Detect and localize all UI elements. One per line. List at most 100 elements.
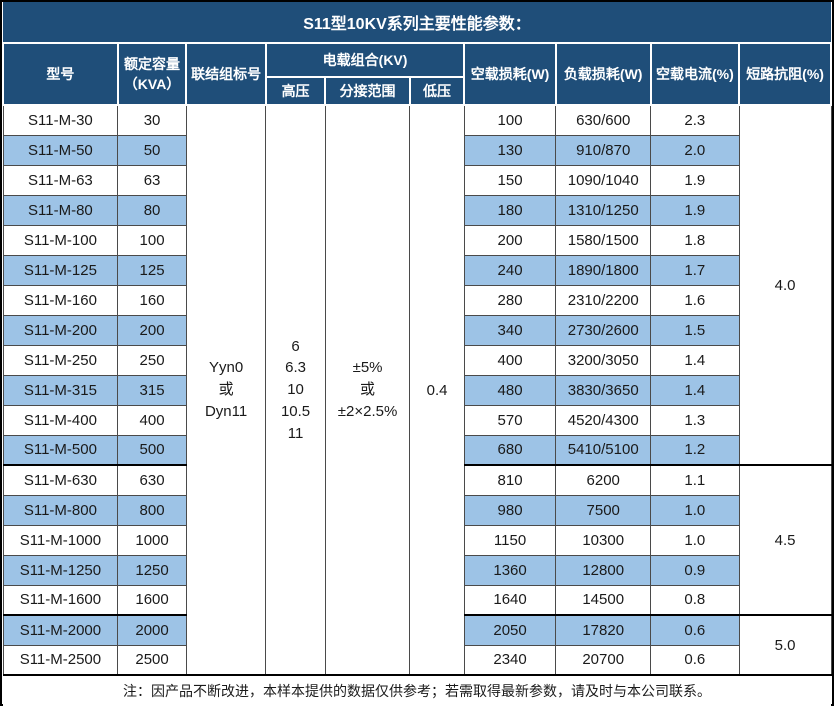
noload-loss-cell: 2050 — [463, 614, 557, 646]
table-row: S11-M-250 250 400 3200/3050 1.4 — [2, 344, 831, 376]
load-loss-cell: 3200/3050 — [555, 344, 652, 376]
capacity-cell: 1250 — [117, 554, 187, 586]
load-loss-cell: 5410/5100 — [555, 434, 652, 466]
noload-current-cell: 0.9 — [650, 554, 740, 586]
load-loss-cell: 20700 — [555, 644, 652, 676]
noload-current-cell: 1.4 — [650, 374, 740, 406]
noload-current-cell: 1.8 — [650, 224, 740, 256]
capacity-cell: 2000 — [117, 614, 187, 646]
col-header-hv: 高压 — [264, 76, 327, 106]
noload-current-cell: 1.9 — [650, 164, 740, 196]
model-cell: S11-M-63 — [2, 164, 119, 196]
load-loss-cell: 14500 — [555, 584, 652, 616]
model-cell: S11-M-200 — [2, 314, 119, 346]
load-loss-cell: 630/600 — [555, 104, 652, 136]
noload-loss-cell: 680 — [463, 434, 557, 466]
table-row: S11-M-80 80 180 1310/1250 1.9 — [2, 194, 831, 226]
model-cell: S11-M-630 — [2, 464, 119, 496]
noload-current-cell: 1.0 — [650, 494, 740, 526]
model-cell: S11-M-2000 — [2, 614, 119, 646]
model-cell: S11-M-400 — [2, 404, 119, 436]
capacity-cell: 125 — [117, 254, 187, 286]
capacity-cell: 500 — [117, 434, 187, 466]
noload-current-cell: 1.1 — [650, 464, 740, 496]
capacity-cell: 200 — [117, 314, 187, 346]
footer-note: 注：因产品不断改进，本样本提供的数据仅供参考；若需取得最新参数，请及时与本公司联… — [3, 674, 831, 706]
noload-loss-cell: 150 — [463, 164, 557, 196]
noload-current-cell: 1.5 — [650, 314, 740, 346]
capacity-cell: 30 — [117, 104, 187, 136]
capacity-cell: 315 — [117, 374, 187, 406]
model-cell: S11-M-50 — [2, 134, 119, 166]
noload-loss-cell: 180 — [463, 194, 557, 226]
noload-loss-cell: 400 — [463, 344, 557, 376]
impedance-cell: 4.5 — [738, 464, 832, 616]
capacity-cell: 250 — [117, 344, 187, 376]
noload-loss-cell: 280 — [463, 284, 557, 316]
table-row: S11-M-1600 1600 1640 14500 0.8 — [2, 584, 831, 616]
load-loss-cell: 12800 — [555, 554, 652, 586]
table-row: S11-M-630 630 810 6200 1.1 4.5 — [2, 464, 832, 616]
noload-loss-cell: 340 — [463, 314, 557, 346]
noload-current-cell: 2.3 — [650, 104, 740, 136]
capacity-cell: 800 — [117, 494, 187, 526]
col-header-voltage-group: 电载组合(KV) — [264, 42, 466, 78]
load-loss-cell: 910/870 — [555, 134, 652, 166]
noload-loss-cell: 1640 — [463, 584, 557, 616]
capacity-cell: 1000 — [117, 524, 187, 556]
model-cell: S11-M-1000 — [2, 524, 119, 556]
col-header-no-load-loss: 空载损耗(W) — [463, 42, 557, 106]
model-cell: S11-M-315 — [2, 374, 119, 406]
col-header-tap-range: 分接范围 — [324, 76, 411, 106]
load-loss-cell: 3830/3650 — [555, 374, 652, 406]
col-header-model: 型号 — [2, 42, 119, 106]
table-row: S11-M-160 160 280 2310/2200 1.6 — [2, 284, 831, 316]
capacity-cell: 2500 — [117, 644, 187, 676]
connection-cell: Yyn0 或 Dyn11 — [185, 104, 267, 676]
load-loss-cell: 6200 — [555, 464, 652, 496]
noload-loss-cell: 1150 — [463, 524, 557, 556]
model-cell: S11-M-800 — [2, 494, 119, 526]
table-row: S11-M-1000 1000 1150 10300 1.0 — [2, 524, 831, 556]
noload-loss-cell: 240 — [463, 254, 557, 286]
capacity-cell: 63 — [117, 164, 187, 196]
col-header-connection: 联结组标号 — [185, 42, 267, 106]
col-header-lv: 低压 — [408, 76, 466, 106]
col-header-load-loss: 负载损耗(W) — [554, 42, 652, 106]
noload-current-cell: 1.6 — [650, 284, 740, 316]
capacity-cell: 100 — [117, 224, 187, 256]
noload-current-cell: 1.7 — [650, 254, 740, 286]
noload-current-cell: 1.2 — [650, 434, 740, 466]
table-row: S11-M-400 400 570 4520/4300 1.3 — [2, 404, 831, 436]
model-cell: S11-M-100 — [2, 224, 119, 256]
noload-current-cell: 1.9 — [650, 194, 740, 226]
load-loss-cell: 4520/4300 — [555, 404, 652, 436]
hv-cell: 6 6.3 10 10.5 11 — [265, 104, 326, 676]
table-row: S11-M-50 50 130 910/870 2.0 — [2, 134, 831, 166]
footer-note-row: 注：因产品不断改进，本样本提供的数据仅供参考；若需取得最新参数，请及时与本公司联… — [3, 674, 831, 706]
load-loss-cell: 2730/2600 — [555, 314, 652, 346]
model-cell: S11-M-125 — [2, 254, 119, 286]
capacity-cell: 80 — [117, 194, 187, 226]
impedance-cell: 4.0 — [738, 104, 832, 466]
load-loss-cell: 1580/1500 — [555, 224, 652, 256]
table-row: S11-M-500 500 680 5410/5100 1.2 — [2, 434, 831, 466]
load-loss-cell: 2310/2200 — [555, 284, 652, 316]
noload-loss-cell: 130 — [463, 134, 557, 166]
lv-cell: 0.4 — [409, 104, 465, 676]
tap-range-cell: ±5% 或 ±2×2.5% — [324, 104, 411, 676]
model-cell: S11-M-80 — [2, 194, 119, 226]
load-loss-cell: 10300 — [555, 524, 652, 556]
noload-current-cell: 2.0 — [650, 134, 740, 166]
load-loss-cell: 17820 — [555, 614, 652, 646]
page-title: S11型10KV系列主要性能参数： — [3, 2, 831, 44]
table-row: S11-M-100 100 200 1580/1500 1.8 — [2, 224, 831, 256]
table-row: S11-M-2500 2500 2340 20700 0.6 — [2, 644, 831, 676]
noload-loss-cell: 100 — [463, 104, 557, 136]
table-row: S11-M-30 30 Yyn0 或 Dyn11 6 6.3 10 10.5 1… — [2, 104, 832, 676]
noload-current-cell: 1.0 — [650, 524, 740, 556]
noload-current-cell: 1.3 — [650, 404, 740, 436]
model-cell: S11-M-500 — [2, 434, 119, 466]
